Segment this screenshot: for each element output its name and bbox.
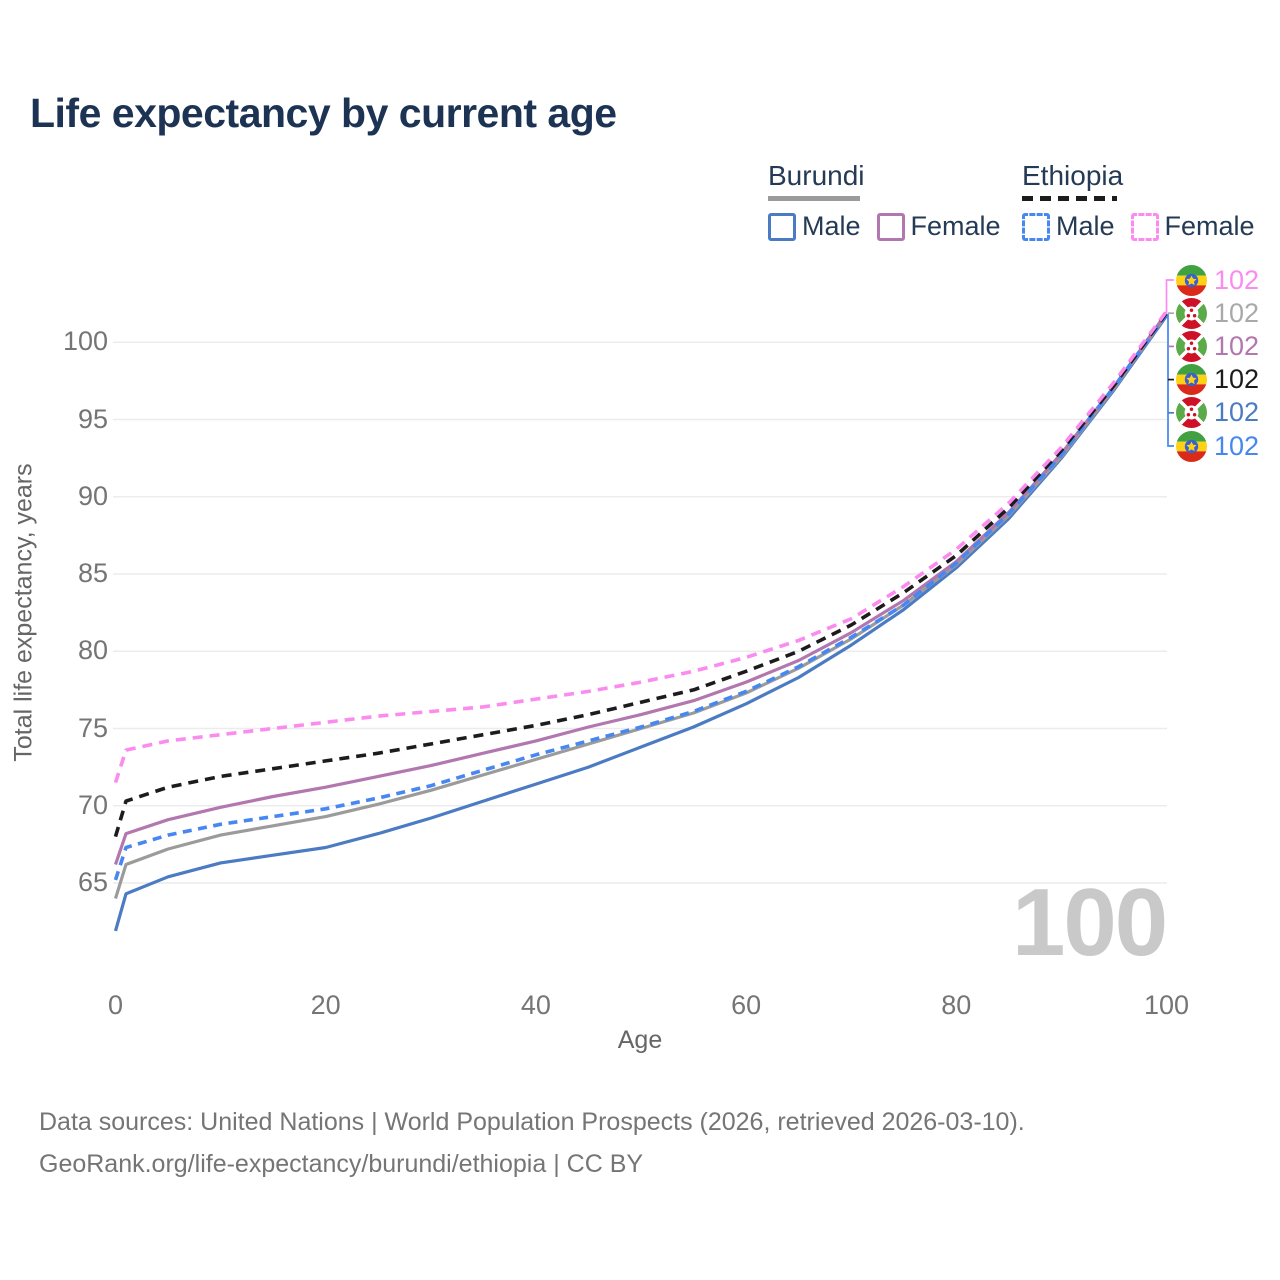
y-tick-label-75: 75	[77, 712, 108, 743]
ethiopia-flag-icon	[1176, 264, 1207, 296]
legend-ethiopia-underline	[1022, 196, 1117, 201]
y-tick-label-95: 95	[77, 403, 108, 434]
x-tick-label-40: 40	[520, 990, 551, 1020]
x-tick-label-20: 20	[310, 990, 341, 1020]
series-line-burundi-male[interactable]	[113, 315, 1168, 932]
legend-item-burundi-female[interactable]: Female	[876, 211, 1001, 242]
ethiopia-flag-icon	[1176, 430, 1207, 462]
legend-swatch-ethiopia-male	[1022, 212, 1050, 241]
legend-burundi-underline	[768, 196, 860, 201]
y-tick-label-90: 90	[77, 480, 108, 511]
series-line-ethiopia-both[interactable]	[113, 311, 1168, 838]
end-label-ethiopia-male: 102	[1176, 430, 1259, 462]
legend-burundi-label: Burundi	[768, 160, 865, 191]
x-axis-title: Age	[617, 1026, 663, 1054]
y-tick-label-65: 65	[77, 867, 108, 897]
legend-swatch-burundi-female	[876, 212, 905, 241]
burundi-flag-icon	[1176, 397, 1207, 429]
data-sources-text: Data sources: United Nations | World Pop…	[39, 1108, 1025, 1136]
page-title: Life expectancy by current age	[30, 90, 617, 136]
y-tick-label-85: 85	[77, 558, 108, 588]
end-label-value: 102	[1214, 264, 1260, 295]
end-label-ethiopia-both-sexes: 102	[1176, 364, 1259, 396]
x-tick-label-60: 60	[731, 990, 762, 1020]
legend-swatch-ethiopia-female	[1130, 212, 1159, 241]
end-label-burundi-both-sexes: 102	[1176, 297, 1259, 329]
end-label-value: 102	[1214, 330, 1260, 361]
end-label-value: 102	[1214, 297, 1260, 328]
legend-swatch-burundi-male	[768, 212, 796, 241]
end-label-burundi-male: 102	[1176, 397, 1259, 429]
ethiopia-flag-icon	[1176, 364, 1207, 396]
x-tick-label-0: 0	[107, 990, 124, 1020]
x-tick-label-100: 100	[1143, 990, 1190, 1020]
legend-burundi-toggle[interactable]: Burundi	[768, 160, 1001, 201]
legend-ethiopia-label: Ethiopia	[1022, 160, 1124, 191]
burundi-flag-icon	[1176, 330, 1207, 362]
end-label-connector	[1165, 279, 1174, 314]
legend-item-ethiopia-female[interactable]: Female	[1130, 211, 1255, 242]
end-label-ethiopia-female: 102	[1176, 264, 1259, 296]
legend-group-burundi: Burundi Male Female	[768, 160, 1001, 242]
legend-item-ethiopia-male[interactable]: Male	[1022, 211, 1115, 242]
end-label-value: 102	[1214, 430, 1260, 461]
end-label-burundi-female: 102	[1176, 330, 1259, 362]
age-counter-watermark: 100	[1012, 869, 1168, 976]
legend-item-label: Male	[802, 211, 861, 241]
attribution-link-text[interactable]: GeoRank.org/life-expectancy/burundi/ethi…	[39, 1150, 644, 1178]
end-label-value: 102	[1214, 397, 1260, 428]
legend-item-label: Female	[1164, 211, 1255, 241]
x-tick-label-80: 80	[941, 990, 972, 1020]
legend-item-burundi-male[interactable]: Male	[768, 211, 861, 242]
y-tick-label-70: 70	[77, 789, 108, 820]
legend-item-label: Male	[1056, 211, 1115, 241]
end-label-value: 102	[1214, 364, 1260, 395]
series-line-ethiopia-female[interactable]	[113, 310, 1168, 784]
series-line-ethiopia-male[interactable]	[113, 313, 1168, 881]
burundi-flag-icon	[1176, 297, 1207, 329]
legend-item-label: Female	[910, 211, 1001, 241]
series-line-burundi-female[interactable]	[113, 311, 1168, 866]
series-line-burundi-both[interactable]	[113, 313, 1168, 899]
y-tick-label-100: 100	[62, 326, 108, 357]
y-tick-label-80: 80	[77, 635, 108, 666]
legend-group-ethiopia: Ethiopia Male Female	[1022, 160, 1255, 242]
legend-ethiopia-toggle[interactable]: Ethiopia	[1022, 160, 1255, 201]
end-label-connector	[1167, 314, 1174, 447]
